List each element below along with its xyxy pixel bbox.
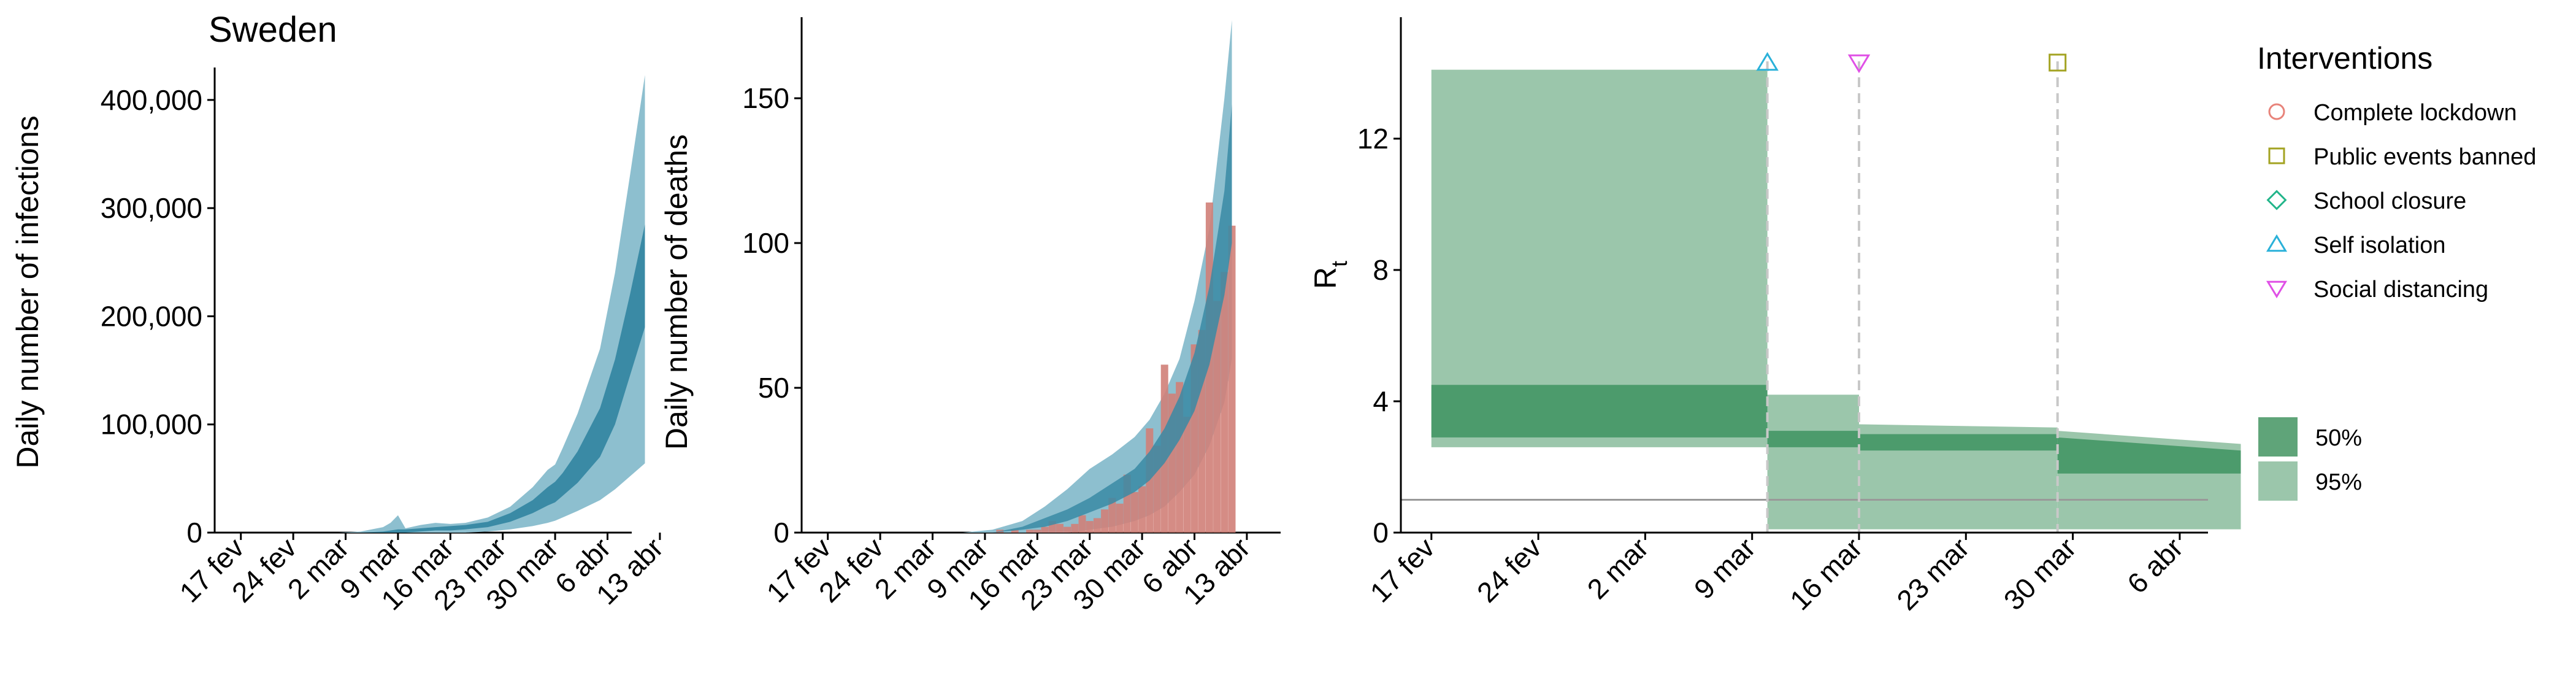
rt-band-50 (2057, 437, 2241, 474)
legend-item-label: Public events banned (2313, 144, 2536, 170)
death-bar (1221, 272, 1229, 533)
death-bar (1086, 521, 1094, 533)
x-tick-label: 2 mar (868, 531, 942, 605)
legend-item-label: Complete lockdown (2313, 100, 2517, 126)
y-tick-label: 12 (1357, 123, 1389, 155)
death-bar (1011, 530, 1019, 533)
y-tick-label: 0 (1373, 517, 1389, 549)
death-bar (1093, 518, 1101, 533)
y-axis-label-subscript: t (1327, 261, 1352, 267)
rt-band-95 (1431, 69, 1768, 447)
rt-band-50 (1431, 385, 1768, 437)
y-tick-label: 0 (773, 517, 789, 549)
y-tick-label: 4 (1373, 385, 1389, 417)
x-tick-label: 2 mar (282, 531, 355, 605)
legend-band-label: 50% (2315, 425, 2362, 451)
x-tick-label: 24 fev (1471, 531, 1547, 608)
y-tick-label: 400,000 (101, 84, 202, 116)
legend-marker (2266, 234, 2288, 252)
legend-band-swatch (2258, 417, 2298, 457)
chart-title: Sweden (209, 10, 337, 50)
death-bar (1071, 523, 1079, 533)
legend-marker (2266, 280, 2288, 299)
band-95 (240, 75, 645, 533)
x-tick-label: 9 mar (1688, 531, 1761, 605)
intervention-marker (1847, 54, 1871, 74)
legend-title: Interventions (2257, 41, 2432, 75)
x-tick-label: 23 mar (1890, 531, 1975, 616)
legend-item-label: Social distancing (2313, 277, 2488, 303)
y-tick-label: 300,000 (101, 192, 202, 224)
intervention-marker (1756, 52, 1779, 71)
intervention-marker (2049, 53, 2067, 72)
x-tick-label: 6 abr (2121, 531, 2189, 599)
death-bar (1213, 301, 1221, 533)
death-bar (1078, 515, 1086, 533)
legend-band-swatch (2258, 461, 2298, 501)
death-bar (1033, 530, 1041, 533)
legend: Interventions Complete lockdown Public ev… (2257, 41, 2536, 501)
death-bar (1138, 486, 1146, 533)
death-bar (1041, 526, 1049, 533)
infections-panel: Sweden Daily number of infections 0 100,0… (10, 10, 669, 616)
y-tick-label: 0 (186, 517, 202, 549)
y-axis-label: Daily number of deaths (659, 134, 694, 450)
legend-marker (2268, 103, 2285, 120)
death-bar (1101, 509, 1109, 533)
legend-marker (2268, 147, 2285, 164)
legend-marker (2266, 190, 2287, 210)
y-tick-label: 150 (742, 82, 789, 114)
rt-band-50 (1859, 434, 2058, 451)
death-bar (1130, 491, 1138, 533)
y-axis-label: Daily number of infections (10, 115, 45, 468)
death-bar (1116, 503, 1124, 533)
y-tick-label: 8 (1373, 254, 1389, 286)
y-tick-label: 200,000 (101, 300, 202, 332)
y-axis-label-main: R (1308, 267, 1343, 289)
y-tick-label: 100 (742, 227, 789, 259)
x-tick-label: 16 mar (1784, 531, 1868, 616)
x-tick-label: 2 mar (1581, 531, 1655, 605)
death-bar (1183, 417, 1191, 533)
death-bar (1056, 523, 1064, 533)
rt-band-50 (1767, 431, 1859, 447)
death-bar (1064, 526, 1071, 533)
death-bar (1228, 225, 1236, 533)
legend-band-label: 95% (2315, 469, 2362, 495)
legend-item-label: School closure (2313, 188, 2466, 214)
y-tick-label: 100,000 (101, 409, 202, 441)
death-bar (1108, 498, 1116, 533)
y-tick-label: 50 (758, 372, 789, 404)
y-axis-label: Rt (1308, 261, 1352, 289)
legend-item-label: Self isolation (2313, 233, 2445, 258)
x-tick-label: 30 mar (1998, 531, 2082, 616)
rt-band-95 (1767, 395, 1859, 530)
death-bar (1026, 530, 1034, 533)
